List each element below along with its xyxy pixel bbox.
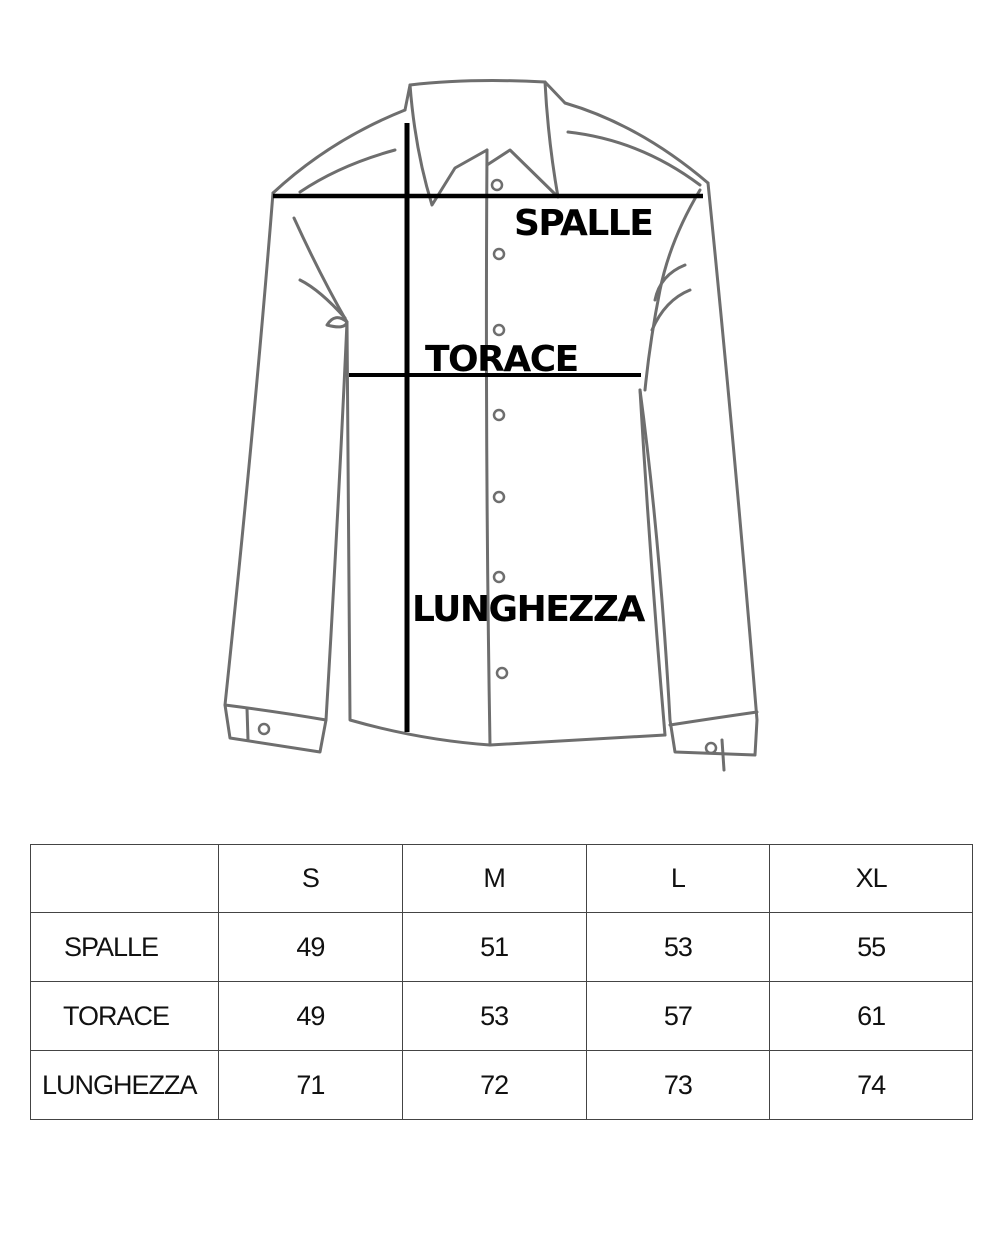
shirt-outline [223, 79, 759, 772]
buttons [257, 178, 718, 755]
table-cell: 72 [401, 1050, 587, 1120]
row-label: TORACE [30, 981, 219, 1051]
table-header-row: S M L XL [30, 844, 973, 913]
header-cell-l: L [585, 844, 771, 913]
header-cell-empty [30, 844, 219, 913]
size-table: S M L XL SPALLE 49 51 53 55 TORACE 49 53… [30, 844, 973, 1120]
table-cell: 71 [218, 1050, 403, 1120]
table-cell: 73 [585, 1050, 771, 1120]
cuff-button-icon [704, 741, 718, 755]
table-cell: 51 [401, 912, 587, 982]
header-cell-m: M [401, 844, 587, 913]
header-cell-s: S [218, 844, 403, 913]
table-cell: 49 [218, 981, 403, 1051]
button-icon [495, 666, 509, 680]
button-icon [492, 570, 506, 584]
row-label-text: LUNGHEZZA [42, 1069, 198, 1100]
chest-label: TORACE [425, 339, 578, 380]
header-cell-xl: XL [769, 844, 973, 913]
table-cell: 49 [218, 912, 403, 982]
cuff-button-icon [257, 722, 271, 736]
button-icon [492, 408, 506, 422]
table-row-lunghezza: LUNGHEZZA 71 72 73 74 [30, 1050, 973, 1120]
table-cell: 55 [769, 912, 973, 982]
button-icon [490, 178, 504, 192]
table-row-torace: TORACE 49 53 57 61 [30, 981, 973, 1051]
button-icon [492, 323, 506, 337]
button-icon [492, 247, 506, 261]
shirt-diagram: SPALLE TORACE LUNGHEZZA [223, 79, 759, 772]
shoulders-label: SPALLE [514, 203, 652, 244]
measurement-lines [273, 123, 703, 732]
table-cell: 53 [401, 981, 587, 1051]
row-label-text: SPALLE [64, 931, 159, 962]
table-cell: 61 [769, 981, 973, 1051]
length-label: LUNGHEZZA [412, 589, 645, 630]
row-label-text: TORACE [63, 1000, 170, 1031]
table-cell: 74 [769, 1050, 973, 1120]
row-label: LUNGHEZZA [30, 1050, 219, 1120]
table-cell: 57 [585, 981, 771, 1051]
table-cell: 53 [585, 912, 771, 982]
row-label: SPALLE [30, 912, 219, 982]
table-row-spalle: SPALLE 49 51 53 55 [30, 912, 973, 982]
button-icon [492, 490, 506, 504]
